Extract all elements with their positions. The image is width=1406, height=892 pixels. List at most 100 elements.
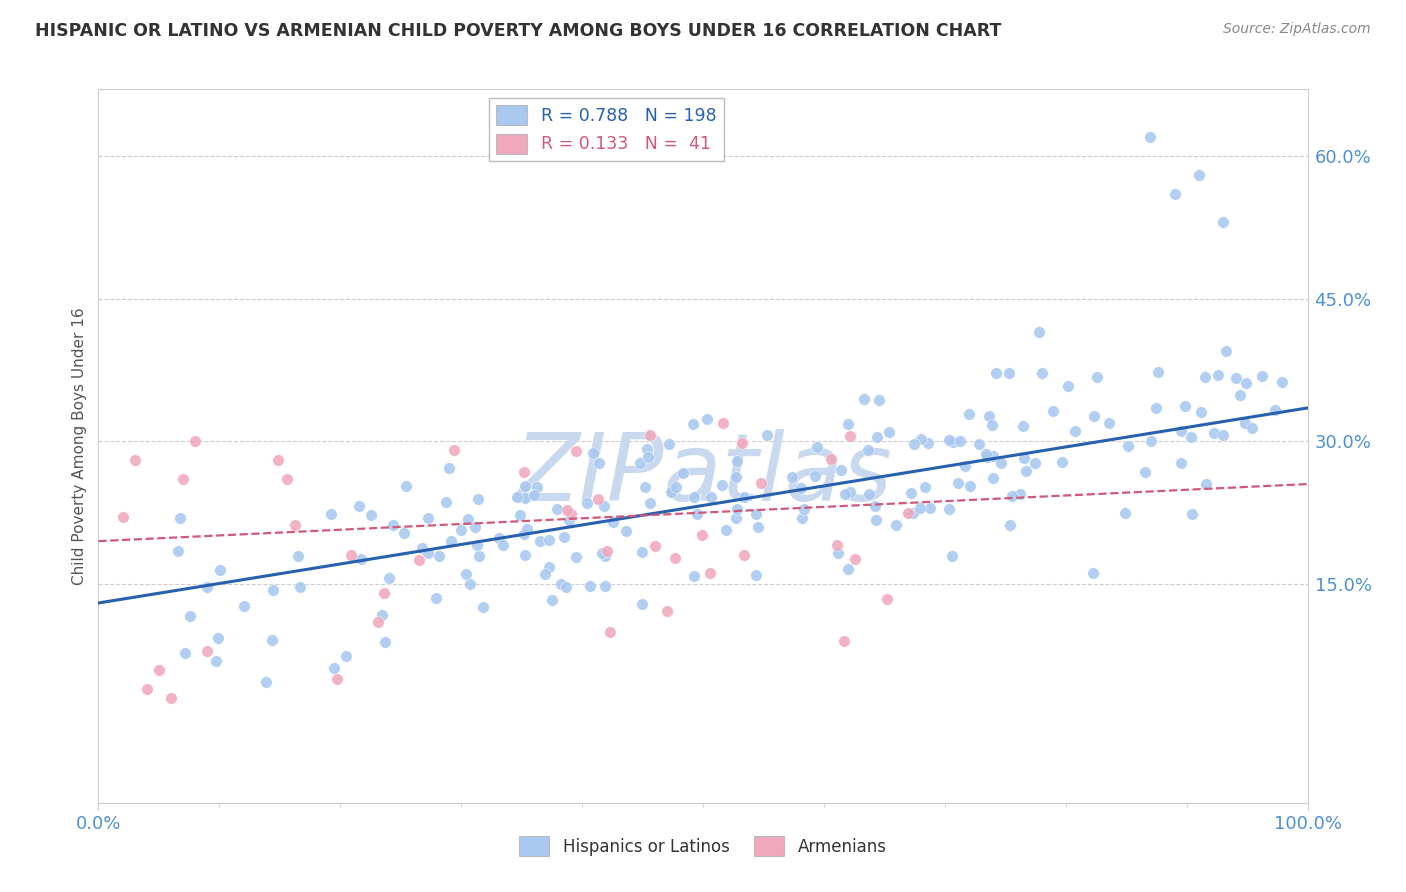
Point [858,487,880,501]
Point [1194,369,1216,384]
Point [690,528,713,542]
Point [169,511,191,525]
Point [1271,376,1294,390]
Point [209,563,232,577]
Point [586,492,609,507]
Point [644,539,666,553]
Point [827,546,849,560]
Point [731,436,754,450]
Point [1116,439,1139,453]
Point [593,549,616,563]
Point [425,591,447,605]
Point [1085,370,1108,384]
Point [1215,344,1237,359]
Point [232,599,254,613]
Point [416,510,439,524]
Point [1114,507,1136,521]
Point [135,681,157,696]
Point [148,663,170,677]
Point [1181,508,1204,522]
Point [467,491,489,506]
Point [371,608,394,623]
Point [884,518,907,533]
Point [725,501,748,516]
Point [526,480,548,494]
Point [780,470,803,484]
Point [1147,365,1170,379]
Point [806,440,828,454]
Point [700,491,723,505]
Point [853,392,876,407]
Point [830,463,852,477]
Point [631,545,654,559]
Point [711,416,734,430]
Point [747,520,769,534]
Point [564,549,586,564]
Point [949,434,972,448]
Point [749,475,772,490]
Point [942,434,965,449]
Point [595,579,617,593]
Point [513,548,536,562]
Point [979,409,1001,423]
Point [990,456,1012,470]
Point [981,449,1004,463]
Point [195,580,218,594]
Point [443,443,465,458]
Point [1064,424,1087,438]
Point [804,469,827,483]
Point [1188,168,1211,182]
Point [349,499,371,513]
Point [820,452,842,467]
Point [655,604,678,618]
Point [1229,388,1251,402]
Point [321,507,343,521]
Point [160,691,183,706]
Point [1202,425,1225,440]
Text: HISPANIC OR LATINO VS ARMENIAN CHILD POVERTY AMONG BOYS UNDER 16 CORRELATION CHA: HISPANIC OR LATINO VS ARMENIAN CHILD POV… [35,22,1001,40]
Point [839,485,862,500]
Y-axis label: Child Poverty Among Boys Under 16: Child Poverty Among Boys Under 16 [72,307,87,585]
Point [839,429,862,443]
Point [124,453,146,467]
Point [640,496,662,510]
Point [638,427,661,442]
Point [374,634,396,648]
Point [492,538,515,552]
Point [167,544,190,558]
Point [1225,371,1247,385]
Point [1031,366,1053,380]
Point [394,525,416,540]
Point [969,437,991,451]
Point [903,436,925,450]
Point [716,523,738,537]
Point [458,577,481,591]
Point [537,559,560,574]
Point [696,412,718,426]
Point [908,500,931,515]
Point [1028,326,1050,340]
Point [664,551,686,566]
Point [1144,401,1167,415]
Point [262,582,284,597]
Point [920,500,942,515]
Point [1194,477,1216,491]
Point [868,393,890,408]
Point [1170,456,1192,470]
Point [207,631,229,645]
Point [555,503,578,517]
Point [467,549,489,564]
Point [450,523,472,537]
Point [534,566,557,581]
Point [381,517,404,532]
Point [1251,369,1274,384]
Point [941,549,963,564]
Point [1139,129,1161,144]
Point [1024,456,1046,470]
Point [974,448,997,462]
Point [976,450,998,464]
Point [184,434,207,449]
Point [1170,424,1192,438]
Point [790,481,813,495]
Point [602,515,624,529]
